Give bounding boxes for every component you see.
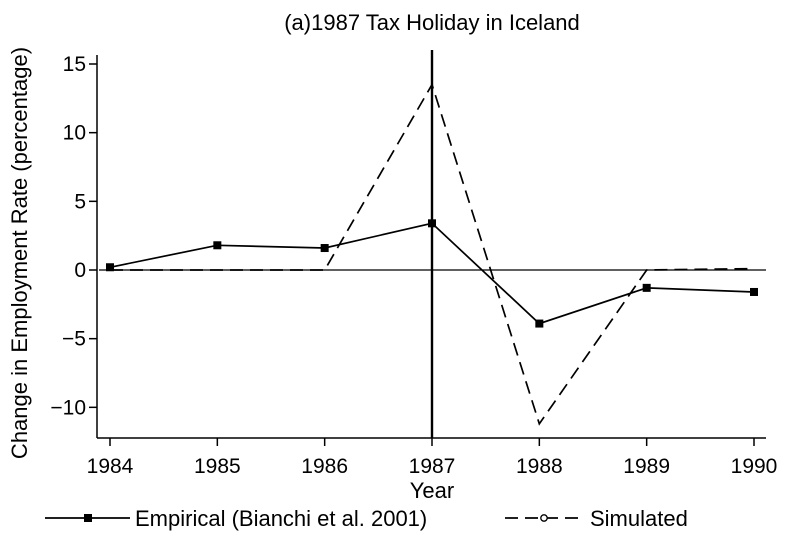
empirical-data-point [428, 219, 436, 228]
legend-empirical-marker [84, 514, 92, 522]
x-tick-label: 1985 [194, 455, 241, 478]
y-tick-label: −10 [50, 396, 86, 419]
y-tick-label: 10 [63, 122, 86, 145]
chart-title: (a)1987 Tax Holiday in Iceland [284, 10, 580, 35]
x-tick-label: 1990 [731, 455, 778, 478]
y-tick-label: −5 [62, 328, 86, 351]
x-tick-label: 1988 [516, 455, 563, 478]
x-tick-label: 1986 [301, 455, 348, 478]
legend-empirical-label: Empirical (Bianchi et al. 2001) [135, 506, 427, 531]
legend: Empirical (Bianchi et al. 2001) Simulated [45, 506, 688, 531]
legend-simulated-label: Simulated [590, 506, 688, 531]
plot-area: 15 10 5 0 −5 −10 1984 1985 1986 1987 1988 1989 1990 [50, 50, 777, 478]
y-tick-label: 0 [74, 259, 86, 282]
x-tick-label: 1989 [623, 455, 670, 478]
empirical-data-point [535, 319, 544, 328]
y-tick-label: 15 [63, 53, 86, 76]
x-tick-label: 1987 [409, 455, 456, 478]
x-tick-label: 1984 [87, 455, 134, 478]
y-tick-label: 5 [74, 190, 86, 213]
empirical-data-point [213, 241, 222, 250]
empirical-data-point [642, 283, 651, 292]
x-axis-label: Year [410, 478, 454, 503]
empirical-data-point [106, 263, 114, 272]
legend-simulated-marker [540, 514, 548, 522]
empirical-data-point [750, 287, 758, 296]
empirical-data-point [320, 244, 329, 253]
y-axis-label: Change in Employment Rate (percentage) [7, 47, 32, 459]
simulated-series-line [110, 82, 755, 426]
